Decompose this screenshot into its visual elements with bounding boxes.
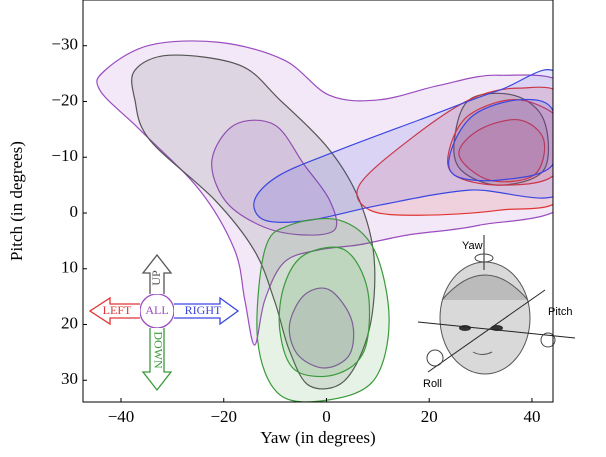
- roll-rotation: [426, 349, 444, 367]
- contour: [211, 119, 338, 236]
- y-tick-label: 0: [70, 202, 79, 221]
- contour: [288, 287, 355, 369]
- legend-label: DOWN: [151, 331, 165, 369]
- legend-label: LEFT: [103, 303, 132, 317]
- contour: [458, 118, 546, 183]
- legend-label: UP: [149, 270, 163, 286]
- contour: [256, 218, 390, 402]
- y-tick-label: 30: [61, 369, 78, 388]
- roll-axis: [427, 289, 546, 373]
- pitch-rotation: [540, 332, 556, 348]
- contour: [356, 86, 553, 216]
- legend-arrow: [141, 253, 173, 294]
- pitch-label: Pitch: [548, 306, 572, 318]
- x-tick-label: 0: [322, 407, 331, 426]
- contour: [448, 98, 553, 182]
- y-tick-label: −10: [51, 146, 78, 165]
- roll-label: Roll: [423, 378, 442, 390]
- legend: ALL UP LEFT RIGHT DOWN: [88, 253, 240, 392]
- y-tick-label: −30: [51, 35, 78, 54]
- x-tick-label: 20: [421, 407, 438, 426]
- yaw-rotation: [474, 253, 494, 263]
- x-tick-label: −20: [210, 407, 237, 426]
- y-axis-label: Pitch (in degrees): [7, 141, 26, 261]
- plot-frame: [82, 0, 554, 403]
- legend-arrow: [174, 296, 240, 326]
- hair: [441, 274, 529, 301]
- y-tick-label: 20: [61, 313, 78, 332]
- legend-label: ALL: [145, 303, 168, 317]
- y-tick-label: −20: [51, 90, 78, 109]
- legend-arrow: [141, 328, 173, 392]
- legend-arrow: [88, 296, 140, 326]
- mouth: [472, 351, 493, 355]
- contour: [278, 246, 371, 378]
- contour-layer: [96, 40, 553, 402]
- x-tick-label: 40: [523, 407, 540, 426]
- contour: [131, 54, 376, 390]
- head-pose-illustration: Yaw Pitch Roll: [417, 235, 576, 390]
- pitch-axis: [417, 321, 576, 339]
- x-tick-label: −40: [108, 407, 135, 426]
- y-tick-label: 10: [61, 258, 78, 277]
- x-axis-label: Yaw (in degrees): [260, 428, 375, 447]
- legend-label: RIGHT: [185, 303, 222, 317]
- yaw-label: Yaw: [462, 240, 483, 252]
